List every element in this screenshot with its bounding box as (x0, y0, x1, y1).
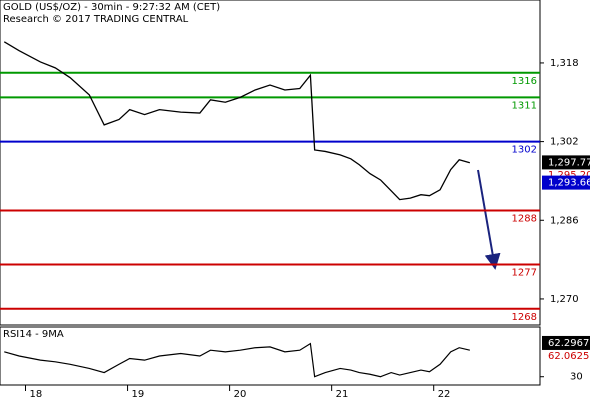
x-tick-label: 21 (336, 389, 349, 400)
x-tick-label: 22 (438, 389, 451, 400)
y-tick-label: 1,286 (550, 215, 579, 226)
level-label: 1277 (512, 268, 537, 279)
price-tag: 1,297.77 (548, 157, 590, 168)
level-label: 1288 (512, 213, 537, 224)
x-tick-label: 20 (234, 389, 247, 400)
price-tag-box (542, 175, 590, 190)
chart-title: GOLD (US$/OZ) - 30min - 9:27:32 AM (CET) (3, 2, 220, 13)
main-panel (0, 0, 541, 326)
price-tag-box (542, 155, 590, 170)
rsi-label: RSI14 - 9MA (3, 329, 64, 340)
y-tick-label: 1,302 (550, 137, 579, 148)
y-tick-label: 1,318 (550, 58, 579, 69)
rsi-panel (0, 326, 541, 386)
y-tick-label: 1,270 (550, 294, 579, 305)
forecast-arrow (477, 169, 501, 270)
price-line (3, 41, 471, 201)
rsi-tick-label: 30 (570, 372, 583, 383)
price-tag: 62.0625 (548, 351, 589, 362)
level-label: 1302 (512, 145, 537, 156)
price-tag: 1,293.66 (548, 178, 590, 189)
rsi-line (4, 342, 470, 378)
price-tag-box (542, 335, 590, 350)
price-tag: 1,295.20 (548, 170, 590, 181)
level-label: 1316 (512, 76, 537, 87)
x-tick-label: 18 (30, 389, 43, 400)
level-label: 1311 (512, 100, 537, 111)
level-label: 1268 (512, 312, 537, 323)
x-tick-label: 19 (132, 389, 145, 400)
chart-subtitle: Research © 2017 TRADING CENTRAL (3, 14, 189, 25)
price-tag: 62.2967 (548, 338, 589, 349)
